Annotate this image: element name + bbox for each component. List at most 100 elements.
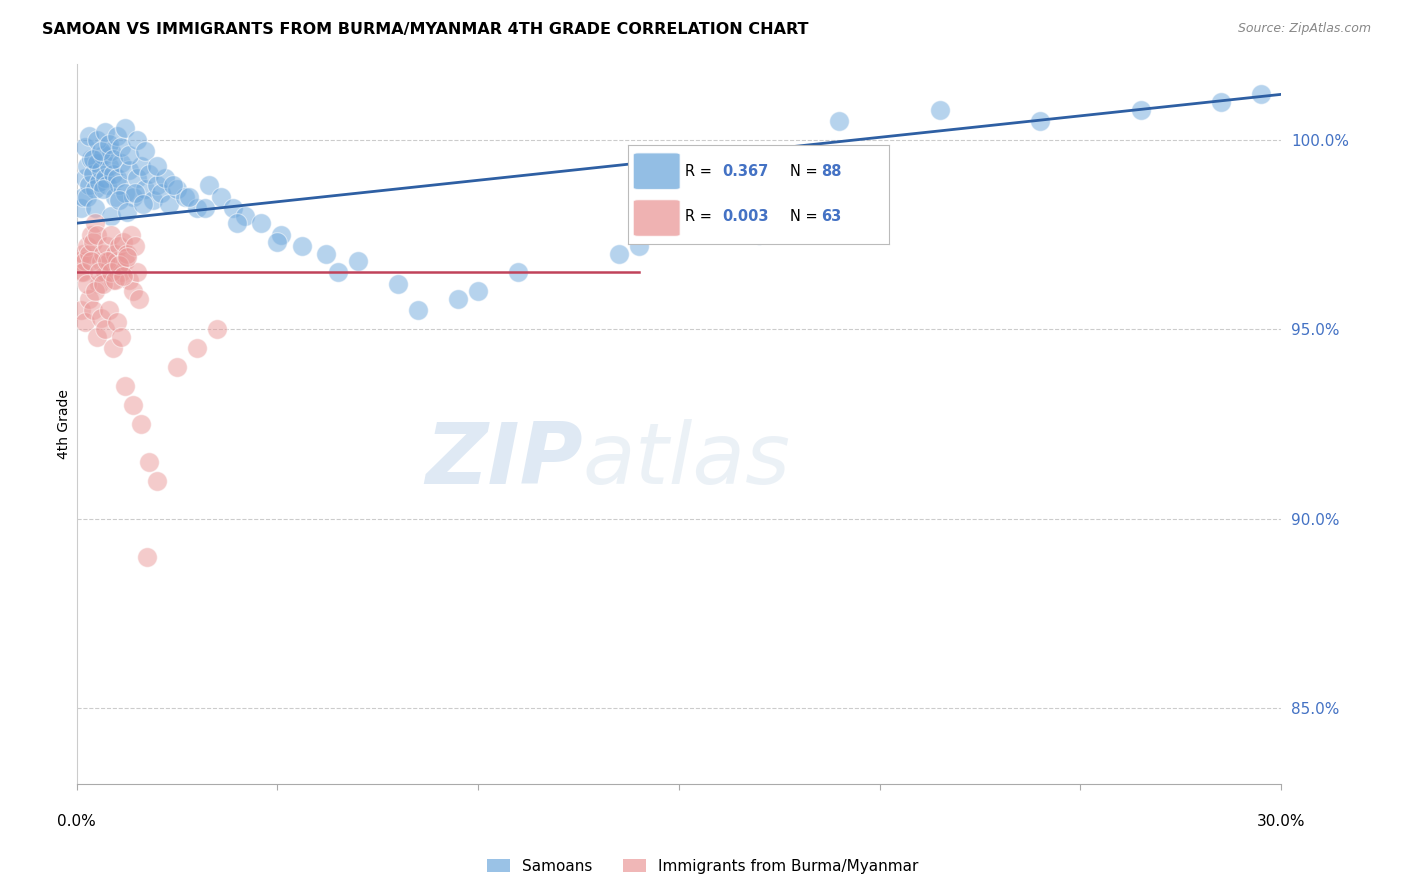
Point xyxy=(96,178,118,193)
Point xyxy=(83,285,105,299)
Text: ZIP: ZIP xyxy=(425,418,582,501)
Point xyxy=(142,194,165,208)
Point xyxy=(250,216,273,230)
Text: R =: R = xyxy=(686,164,713,179)
Point xyxy=(125,170,148,185)
Point xyxy=(97,160,120,174)
Point xyxy=(270,227,292,242)
Point xyxy=(100,227,122,242)
Point xyxy=(86,133,108,147)
Point xyxy=(108,258,131,272)
Point xyxy=(94,125,117,139)
Point xyxy=(105,254,128,268)
Point xyxy=(146,178,169,193)
Point xyxy=(162,178,184,193)
Point xyxy=(86,227,108,242)
Point xyxy=(114,186,136,200)
Point xyxy=(76,189,98,203)
Point xyxy=(105,129,128,144)
Point xyxy=(97,303,120,318)
Point xyxy=(186,341,208,355)
Point xyxy=(77,178,100,193)
Point xyxy=(153,170,176,185)
Point xyxy=(104,246,127,260)
Point xyxy=(91,246,114,260)
Point xyxy=(122,398,145,412)
FancyBboxPatch shape xyxy=(633,153,681,190)
Point xyxy=(129,160,152,174)
Point xyxy=(138,455,160,469)
Point xyxy=(828,114,851,128)
Point xyxy=(72,265,94,279)
Point xyxy=(118,163,141,178)
Point xyxy=(1129,103,1152,117)
Point xyxy=(77,292,100,306)
Point xyxy=(447,292,470,306)
Point xyxy=(194,201,217,215)
Point xyxy=(346,254,368,268)
Point xyxy=(115,250,138,264)
Point xyxy=(406,303,429,318)
Point xyxy=(467,285,489,299)
Point xyxy=(91,277,114,291)
Point xyxy=(100,209,122,223)
Point xyxy=(82,303,104,318)
Point xyxy=(110,330,132,344)
Point xyxy=(114,121,136,136)
Point xyxy=(290,239,312,253)
Point xyxy=(86,155,108,169)
Point xyxy=(73,315,96,329)
Point xyxy=(87,277,110,291)
Point xyxy=(67,254,90,268)
Point xyxy=(120,227,142,242)
Point xyxy=(166,360,188,375)
Point xyxy=(90,145,112,159)
FancyBboxPatch shape xyxy=(633,200,681,236)
Point xyxy=(91,182,114,196)
Point xyxy=(114,379,136,393)
Point xyxy=(90,254,112,268)
Point xyxy=(72,246,94,260)
Point xyxy=(83,201,105,215)
Text: 30.0%: 30.0% xyxy=(1257,814,1305,830)
Point xyxy=(83,216,105,230)
Point xyxy=(326,265,349,279)
Point xyxy=(77,129,100,144)
Point xyxy=(186,201,208,215)
Point xyxy=(387,277,409,291)
Point xyxy=(86,330,108,344)
Point xyxy=(104,189,127,203)
Point xyxy=(928,103,950,117)
Point xyxy=(91,148,114,162)
Point xyxy=(138,167,160,181)
Point xyxy=(108,178,131,193)
Point xyxy=(101,167,124,181)
Point xyxy=(146,160,169,174)
Point xyxy=(233,209,256,223)
Point xyxy=(73,140,96,154)
Point xyxy=(110,140,132,154)
Point xyxy=(122,285,145,299)
Text: 88: 88 xyxy=(821,164,842,179)
Point xyxy=(1209,95,1232,109)
Text: R =: R = xyxy=(686,209,713,224)
Point xyxy=(76,277,98,291)
Point xyxy=(226,216,249,230)
Point xyxy=(207,322,229,336)
Point xyxy=(77,246,100,260)
Point xyxy=(198,178,221,193)
Point xyxy=(82,235,104,249)
Point xyxy=(132,197,155,211)
Point xyxy=(748,227,770,242)
Point xyxy=(90,163,112,178)
Point xyxy=(101,152,124,166)
Point xyxy=(83,182,105,196)
Point xyxy=(100,145,122,159)
Text: 0.003: 0.003 xyxy=(723,209,769,224)
Point xyxy=(72,189,94,203)
Point xyxy=(80,254,103,268)
Point xyxy=(128,292,150,306)
Point xyxy=(134,145,156,159)
Point xyxy=(101,341,124,355)
Point xyxy=(111,235,134,249)
